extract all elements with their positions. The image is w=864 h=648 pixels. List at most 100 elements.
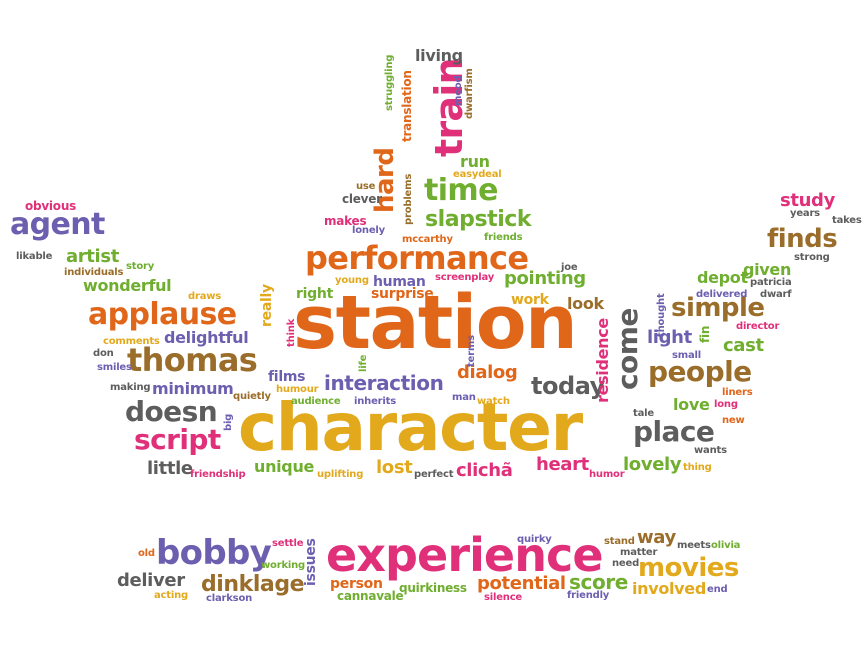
- word-potential: potential: [477, 573, 566, 594]
- word-time: time: [424, 173, 498, 208]
- word-agent: agent: [10, 207, 105, 242]
- word-friendship: friendship: [190, 469, 246, 480]
- word-director: director: [736, 321, 780, 332]
- word-thought: thought: [656, 293, 667, 337]
- word-need: need: [612, 558, 640, 569]
- word-translation: translation: [400, 70, 414, 142]
- word-clich: clichã: [456, 460, 513, 481]
- word-character: character: [238, 389, 583, 466]
- word-thing: thing: [683, 462, 712, 473]
- word-problems: problems: [403, 173, 414, 225]
- word-deliver: deliver: [117, 570, 185, 591]
- word-dwarfism: dwarfism: [464, 68, 475, 119]
- word-friends: friends: [484, 232, 523, 243]
- word-people: people: [648, 355, 752, 388]
- word-old: old: [138, 548, 155, 559]
- word-lovely: lovely: [623, 454, 682, 475]
- word-way: way: [637, 527, 676, 548]
- word-films: films: [268, 369, 306, 385]
- word-uplifting: uplifting: [317, 469, 364, 480]
- word-humour: humour: [276, 384, 319, 395]
- word-clarkson: clarkson: [206, 593, 253, 604]
- word-patricia: patricia: [750, 277, 792, 288]
- word-new: new: [722, 415, 745, 426]
- word-run: run: [460, 152, 490, 171]
- word-minimum: minimum: [152, 379, 234, 398]
- word-delivered: delivered: [696, 289, 748, 300]
- word-little: little: [147, 458, 193, 479]
- word-heart: heart: [536, 454, 589, 475]
- word-score: score: [569, 570, 628, 594]
- word-issues: issues: [303, 538, 319, 586]
- word-likable: likable: [16, 251, 53, 262]
- word-perfect: perfect: [414, 469, 454, 480]
- word-doesn: doesn: [125, 395, 218, 428]
- word-takes: takes: [832, 215, 862, 226]
- word-small: small: [672, 350, 701, 361]
- word-place: place: [633, 415, 715, 448]
- word-comments: comments: [103, 336, 160, 347]
- word-quirky: quirky: [517, 534, 552, 545]
- word-use: use: [356, 181, 376, 192]
- word-settle: settle: [272, 538, 304, 549]
- word-surprise: surprise: [371, 286, 434, 302]
- word-audience: audience: [291, 396, 341, 407]
- word-clever: clever: [342, 192, 382, 206]
- word-fin: fin: [698, 325, 712, 343]
- word-cannavale: cannavale: [337, 589, 404, 603]
- word-involved: involved: [632, 579, 706, 598]
- word-mood: mood: [453, 75, 464, 106]
- word-today: today: [531, 372, 605, 400]
- word-cast: cast: [723, 335, 764, 356]
- word-humor: humor: [589, 469, 625, 480]
- word-wonderful: wonderful: [83, 276, 172, 295]
- word-dwarf: dwarf: [760, 289, 792, 300]
- word-meets: meets: [677, 540, 711, 551]
- word-draws: draws: [188, 291, 222, 302]
- word-strong: strong: [794, 252, 830, 263]
- word-friendly: friendly: [567, 590, 610, 601]
- word-big: big: [223, 413, 234, 431]
- word-script: script: [134, 423, 221, 456]
- word-living: living: [415, 46, 463, 65]
- word-liners: liners: [722, 387, 753, 398]
- word-life: life: [358, 354, 369, 372]
- word-don: don: [93, 348, 114, 359]
- word-quietly: quietly: [233, 391, 271, 402]
- word-study: study: [780, 190, 835, 211]
- word-simple: simple: [671, 293, 765, 323]
- word-struggling: struggling: [384, 54, 395, 111]
- word-making: making: [110, 382, 151, 393]
- word-work: work: [511, 292, 549, 308]
- word-years: years: [790, 208, 820, 219]
- word-movies: movies: [638, 553, 739, 583]
- word-story: story: [126, 261, 155, 272]
- word-look: look: [567, 294, 604, 313]
- word-come: come: [611, 308, 644, 390]
- word-lost: lost: [376, 457, 413, 478]
- word-lonely: lonely: [352, 225, 385, 236]
- word-tale: tale: [633, 408, 654, 419]
- word-individuals: individuals: [64, 267, 124, 278]
- word-thomas: thomas: [127, 341, 258, 379]
- word-delightful: delightful: [164, 328, 249, 347]
- word-station: station: [293, 280, 578, 366]
- word-stand: stand: [604, 536, 635, 547]
- word-dinklage: dinklage: [201, 572, 305, 597]
- word-wants: wants: [694, 445, 727, 456]
- word-makes: makes: [324, 214, 367, 228]
- word-watch: watch: [477, 396, 510, 407]
- word-train: train: [427, 58, 471, 157]
- word-inherits: inherits: [354, 396, 396, 407]
- word-finds: finds: [767, 224, 838, 254]
- word-terms: terms: [466, 335, 477, 367]
- word-olivia: olivia: [711, 540, 741, 551]
- word-artist: artist: [66, 246, 119, 267]
- word-screenplay: screenplay: [435, 272, 495, 283]
- word-long: long: [714, 399, 738, 410]
- word-performance: performance: [305, 239, 529, 277]
- word-bobby: bobby: [156, 533, 272, 573]
- word-residence: residence: [593, 318, 612, 403]
- word-experience: experience: [326, 528, 604, 582]
- word-really: really: [259, 284, 275, 327]
